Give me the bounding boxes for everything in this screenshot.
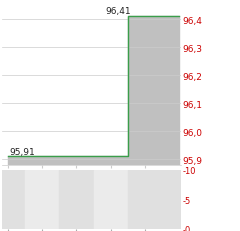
Polygon shape xyxy=(7,17,180,165)
Bar xyxy=(2,170,25,229)
Text: 96,41: 96,41 xyxy=(106,7,131,16)
Text: 95,91: 95,91 xyxy=(9,147,35,156)
Bar xyxy=(94,170,128,229)
Bar xyxy=(59,170,94,229)
Bar xyxy=(128,170,181,229)
Bar xyxy=(25,170,59,229)
